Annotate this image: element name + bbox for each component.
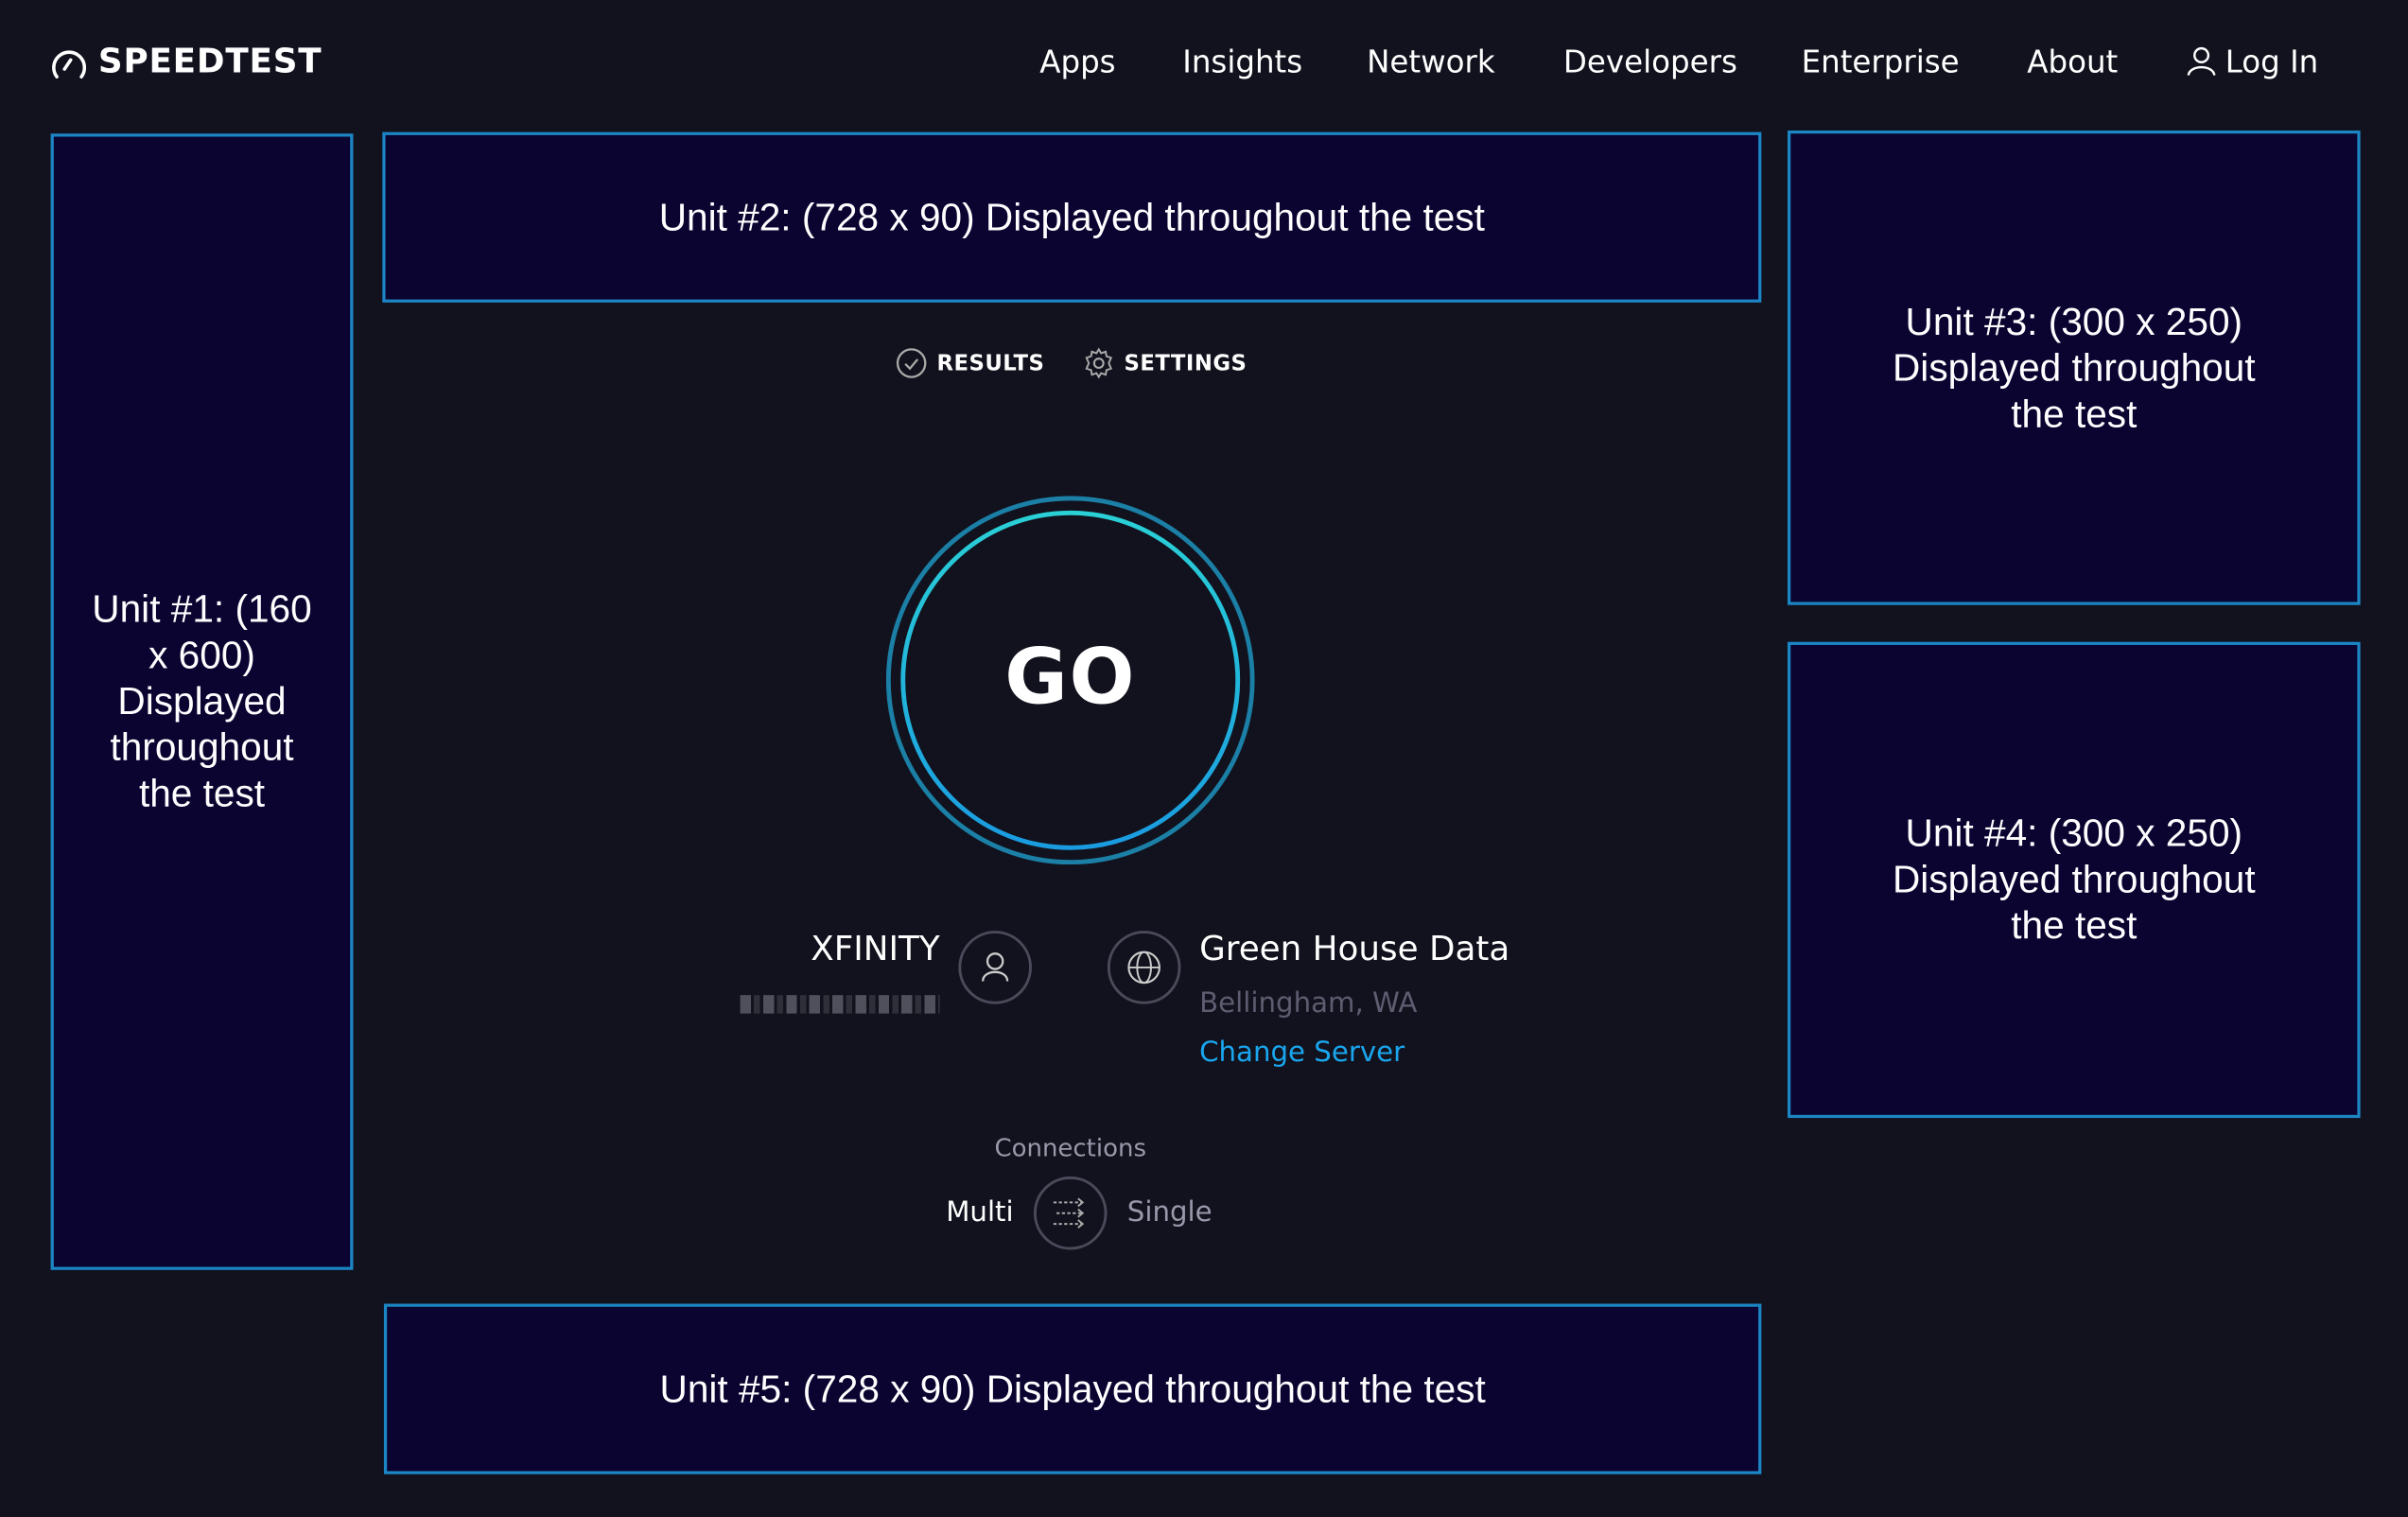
tab-settings-label: SETTINGS: [1124, 351, 1248, 375]
nav-network[interactable]: Network: [1367, 43, 1495, 80]
server-location: Bellingham, WA: [1199, 987, 1418, 1020]
user-icon: [2187, 46, 2216, 77]
go-label: GO: [1004, 632, 1137, 723]
tab-results[interactable]: RESULTS: [896, 347, 1045, 379]
go-ring: [885, 496, 1255, 865]
user-circle-icon: [958, 931, 1032, 1004]
globe-icon: [1107, 931, 1181, 1004]
server-name: Green House Data: [1199, 930, 1510, 969]
ad-unit-3[interactable]: Unit #3: (300 x 250) Displayed throughou…: [1787, 131, 2361, 605]
tab-results-label: RESULTS: [936, 351, 1045, 375]
nav-developers[interactable]: Developers: [1562, 43, 1737, 80]
change-server-link[interactable]: Change Server: [1199, 1036, 1405, 1070]
nav-apps[interactable]: Apps: [1039, 43, 1116, 80]
ad-unit-2[interactable]: Unit #2: (728 x 90) Displayed throughout…: [382, 131, 1762, 303]
ad-unit-1[interactable]: Unit #1: (160 x 600) Displayed throughou…: [50, 133, 354, 1270]
login-label: Log In: [2225, 43, 2319, 80]
connections-label: Connections: [994, 1133, 1146, 1163]
nav-about[interactable]: About: [2027, 43, 2119, 80]
connections-single[interactable]: Single: [1126, 1195, 1213, 1229]
connections-toggle[interactable]: [1033, 1176, 1108, 1250]
speedtest-logo[interactable]: SPEEDTEST: [51, 43, 323, 81]
tab-settings[interactable]: SETTINGS: [1083, 347, 1248, 379]
speedometer-icon: [52, 49, 87, 78]
brand-name: SPEEDTEST: [97, 43, 323, 82]
isp-name: XFINITY: [811, 930, 940, 969]
check-circle-icon: [896, 348, 927, 378]
go-button[interactable]: GO: [885, 496, 1255, 865]
login-link[interactable]: Log In: [2187, 43, 2318, 79]
nav-insights[interactable]: Insights: [1182, 43, 1303, 80]
nav-enterprise[interactable]: Enterprise: [1801, 43, 1960, 80]
ad-unit-5[interactable]: Unit #5: (728 x 90) Displayed throughout…: [383, 1303, 1762, 1474]
gear-icon: [1085, 347, 1113, 379]
ad-unit-4[interactable]: Unit #4: (300 x 250) Displayed throughou…: [1787, 641, 2361, 1119]
connections-multi[interactable]: Multi: [946, 1195, 1014, 1229]
redacted-ip: [740, 995, 940, 1014]
